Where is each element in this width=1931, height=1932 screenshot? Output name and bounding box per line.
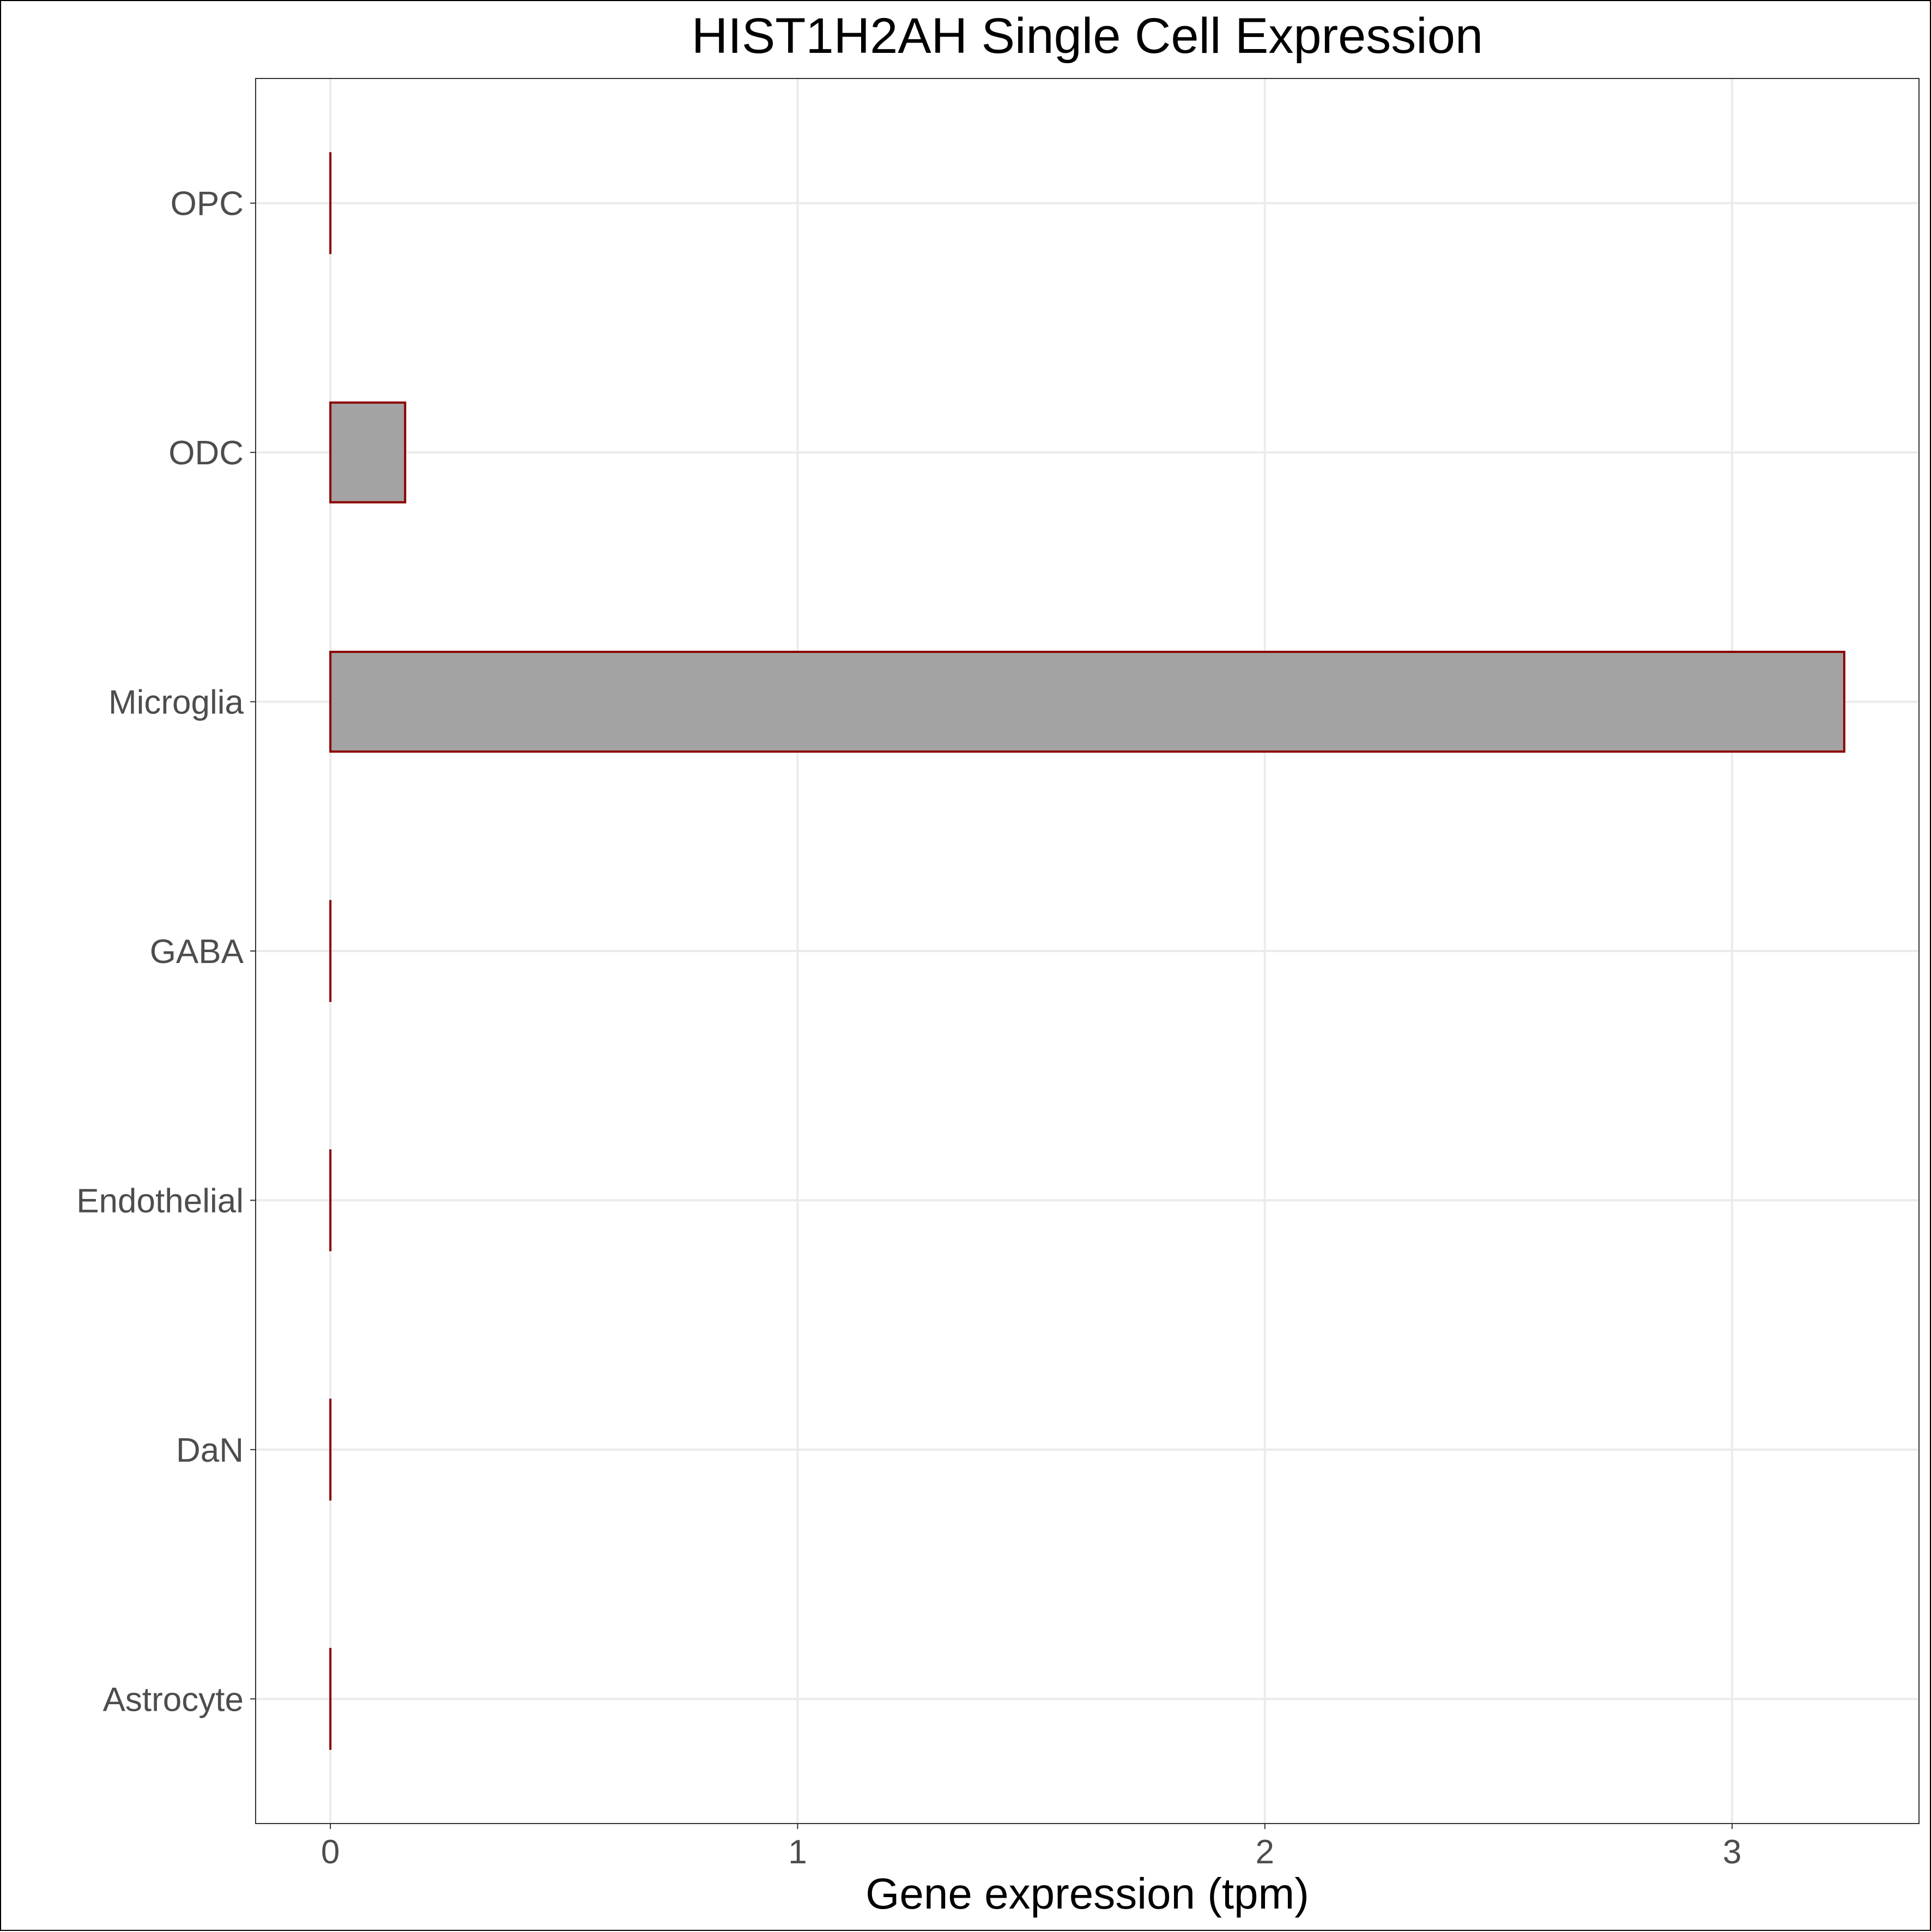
x-tick-label: 2 xyxy=(1256,1833,1274,1871)
bar-odc xyxy=(330,403,405,502)
x-axis-title: Gene expression (tpm) xyxy=(865,1869,1309,1918)
y-tick-label: GABA xyxy=(150,933,244,971)
y-tick-label: DaN xyxy=(176,1432,244,1469)
x-tick-label: 0 xyxy=(321,1833,340,1871)
y-tick-label: ODC xyxy=(168,434,244,472)
y-tick-label: Astrocyte xyxy=(103,1681,244,1718)
x-tick-label: 1 xyxy=(788,1833,807,1871)
y-tick-label: Microglia xyxy=(108,684,244,722)
bar-microglia xyxy=(330,652,1844,752)
chart-title: HIST1H2AH Single Cell Expression xyxy=(692,8,1483,64)
y-tick-label: Endothelial xyxy=(76,1182,244,1220)
axis-ticks: Astrocyte DaN Endothelial GABA Microglia ODC O… xyxy=(76,185,1741,1871)
x-tick-label: 3 xyxy=(1723,1833,1741,1871)
y-tick-label: OPC xyxy=(171,185,244,223)
grid xyxy=(256,78,1919,1824)
